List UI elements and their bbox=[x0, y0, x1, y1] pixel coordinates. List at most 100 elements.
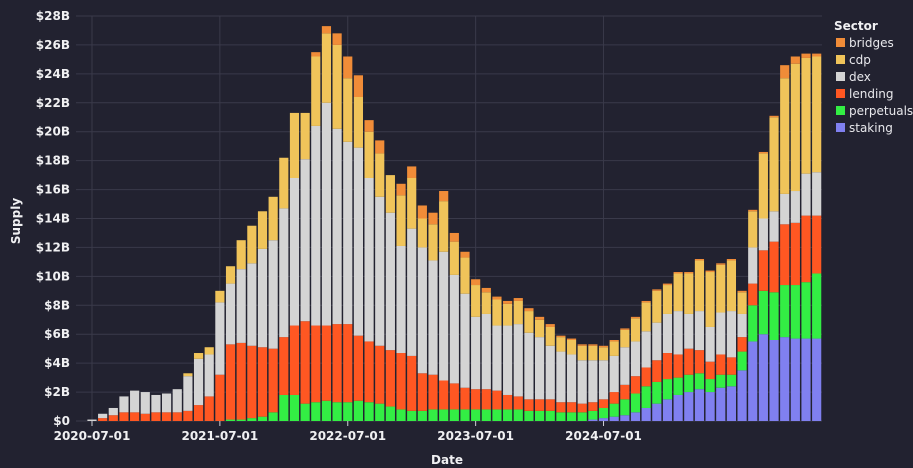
bar-segment-cdp bbox=[279, 157, 289, 209]
bar-segment-cdp bbox=[364, 131, 374, 178]
bar-segment-lending bbox=[172, 412, 182, 421]
bar-segment-dex bbox=[694, 311, 705, 351]
bar-segment-dex bbox=[193, 358, 204, 406]
bar-segment-bridges bbox=[716, 263, 726, 265]
bar-segment-staking bbox=[652, 403, 662, 421]
bar-segment-bridges bbox=[353, 75, 363, 97]
bar-segment-lending bbox=[694, 350, 705, 374]
bar-segment-cdp bbox=[769, 117, 779, 212]
bar-segment-perpetuals bbox=[780, 285, 790, 338]
bar-segment-lending bbox=[130, 412, 140, 421]
bar-segment-dex bbox=[332, 128, 342, 325]
bar-segment-dex bbox=[673, 311, 683, 355]
bar-segment-dex bbox=[726, 311, 736, 358]
bar-segment-cdp bbox=[247, 225, 257, 264]
bar-segment-perpetuals bbox=[268, 412, 278, 421]
bar-segment-staking bbox=[620, 415, 630, 421]
bar-segment-cdp bbox=[513, 300, 523, 325]
bar-segment-bridges bbox=[588, 344, 598, 346]
bar-segment-lending bbox=[588, 402, 598, 411]
bar-segment-dex bbox=[247, 263, 257, 346]
x-tick-label: 2020-07-01 bbox=[54, 429, 131, 443]
bar-segment-dex bbox=[215, 302, 225, 375]
bar-segment-dex bbox=[385, 212, 395, 351]
bar-segment-dex bbox=[289, 178, 300, 326]
bar-segment-perpetuals bbox=[481, 409, 491, 421]
bar-segment-cdp bbox=[556, 337, 566, 352]
bar-segment-cdp bbox=[332, 44, 342, 129]
bar-segment-bridges bbox=[694, 259, 705, 261]
bar-segment-dex bbox=[87, 419, 97, 421]
y-tick-label: $2B bbox=[44, 385, 70, 399]
bar-segment-cdp bbox=[641, 302, 651, 332]
bar-segment-lending bbox=[726, 357, 736, 375]
bar-segment-lending bbox=[140, 413, 150, 421]
bar-segment-perpetuals bbox=[684, 374, 694, 393]
bar-segment-perpetuals bbox=[790, 285, 800, 339]
bar-segment-lending bbox=[417, 373, 427, 411]
bar-segment-lending bbox=[556, 402, 566, 413]
bar-segment-dex bbox=[375, 196, 385, 346]
bar-segment-lending bbox=[225, 344, 236, 420]
bar-segment-lending bbox=[108, 415, 118, 421]
bar-segment-perpetuals bbox=[364, 402, 374, 421]
bar-segment-dex bbox=[705, 326, 715, 362]
bar-segment-dex bbox=[300, 159, 310, 322]
bar-segment-perpetuals bbox=[630, 393, 641, 413]
bar-segment-cdp bbox=[204, 347, 214, 355]
bar-segment-lending bbox=[321, 325, 332, 401]
x-tick-label: 2023-07-01 bbox=[437, 429, 514, 443]
bar-segment-lending bbox=[673, 354, 683, 378]
y-tick-label: $12B bbox=[36, 240, 70, 254]
bar-segment-bridges bbox=[780, 65, 790, 79]
bar-segment-cdp bbox=[598, 347, 609, 361]
bar-segment-cdp bbox=[684, 273, 694, 314]
bar-segment-perpetuals bbox=[769, 292, 779, 340]
bar-segment-dex bbox=[662, 313, 673, 354]
bar-segment-staking bbox=[716, 387, 726, 421]
bar-segment-dex bbox=[439, 251, 449, 381]
bar-segment-staking bbox=[705, 392, 715, 421]
bar-segment-lending bbox=[279, 337, 289, 395]
bar-segment-perpetuals bbox=[758, 290, 768, 335]
bar-segment-perpetuals bbox=[353, 400, 363, 421]
bar-segment-dex bbox=[407, 228, 417, 356]
bar-segment-dex bbox=[716, 312, 726, 355]
bar-segment-dex bbox=[620, 347, 630, 385]
bar-segment-lending bbox=[300, 321, 310, 404]
bar-segment-dex bbox=[396, 245, 406, 354]
bar-segment-dex bbox=[524, 332, 534, 400]
bar-segment-bridges bbox=[684, 272, 694, 274]
bar-segment-perpetuals bbox=[598, 407, 609, 419]
bar-segment-lending bbox=[151, 412, 161, 421]
bar-segment-cdp bbox=[236, 240, 246, 270]
bar-segment-perpetuals bbox=[343, 402, 353, 421]
bar-segment-dex bbox=[225, 283, 236, 345]
bar-segment-bridges bbox=[503, 300, 513, 304]
bar-segment-bridges bbox=[577, 344, 587, 346]
bar-segment-staking bbox=[662, 399, 673, 421]
bar-segment-dex bbox=[748, 247, 758, 284]
bar-segment-bridges bbox=[556, 335, 566, 338]
bar-segment-lending bbox=[577, 403, 587, 413]
bar-segment-bridges bbox=[407, 166, 417, 178]
bar-segment-perpetuals bbox=[503, 409, 513, 421]
bar-segment-dex bbox=[353, 147, 363, 336]
bar-segment-perpetuals bbox=[417, 410, 427, 422]
bar-segment-perpetuals bbox=[726, 374, 736, 387]
bar-segment-dex bbox=[545, 345, 555, 400]
bar-segment-bridges bbox=[449, 232, 459, 242]
bar-segment-staking bbox=[780, 337, 790, 421]
legend-title: Sector bbox=[834, 19, 878, 33]
bar-segment-staking bbox=[684, 392, 694, 421]
bar-segment-perpetuals bbox=[716, 374, 726, 388]
bar-segment-dex bbox=[140, 392, 150, 414]
bar-segment-lending bbox=[183, 410, 193, 422]
bar-segment-bridges bbox=[609, 340, 619, 342]
bar-segment-lending bbox=[758, 250, 768, 291]
bar-segment-dex bbox=[311, 125, 321, 326]
bar-segment-dex bbox=[481, 313, 491, 390]
bar-segment-dex bbox=[609, 355, 619, 393]
x-tick-label: 2021-07-01 bbox=[181, 429, 258, 443]
